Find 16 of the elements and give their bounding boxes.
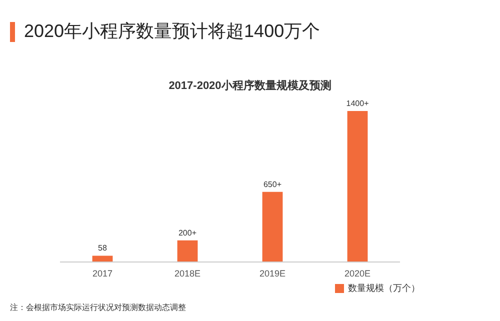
chart-subtitle: 2017-2020小程序数量规模及预测: [168, 78, 332, 93]
bar: [92, 256, 113, 262]
bar: [262, 192, 283, 262]
chart-title: 2020年小程序数量预计将超1400万个: [24, 20, 320, 43]
x-tick-label: 2017: [92, 268, 113, 278]
data-label: 1400+: [346, 99, 370, 108]
bar: [177, 240, 198, 262]
x-tick-label: 2018E: [174, 268, 201, 278]
data-label: 200+: [178, 228, 197, 238]
data-label: 650+: [263, 180, 282, 189]
x-tick-label: 2019E: [259, 268, 286, 278]
x-tick-label: 2020E: [344, 268, 371, 278]
text: 注：会根据市场实际运行状况对预测数据动态调整: [10, 302, 186, 313]
data-label: 58: [98, 244, 108, 253]
bar: [347, 111, 368, 262]
legend-label: 数量规模（万个）: [348, 283, 420, 293]
